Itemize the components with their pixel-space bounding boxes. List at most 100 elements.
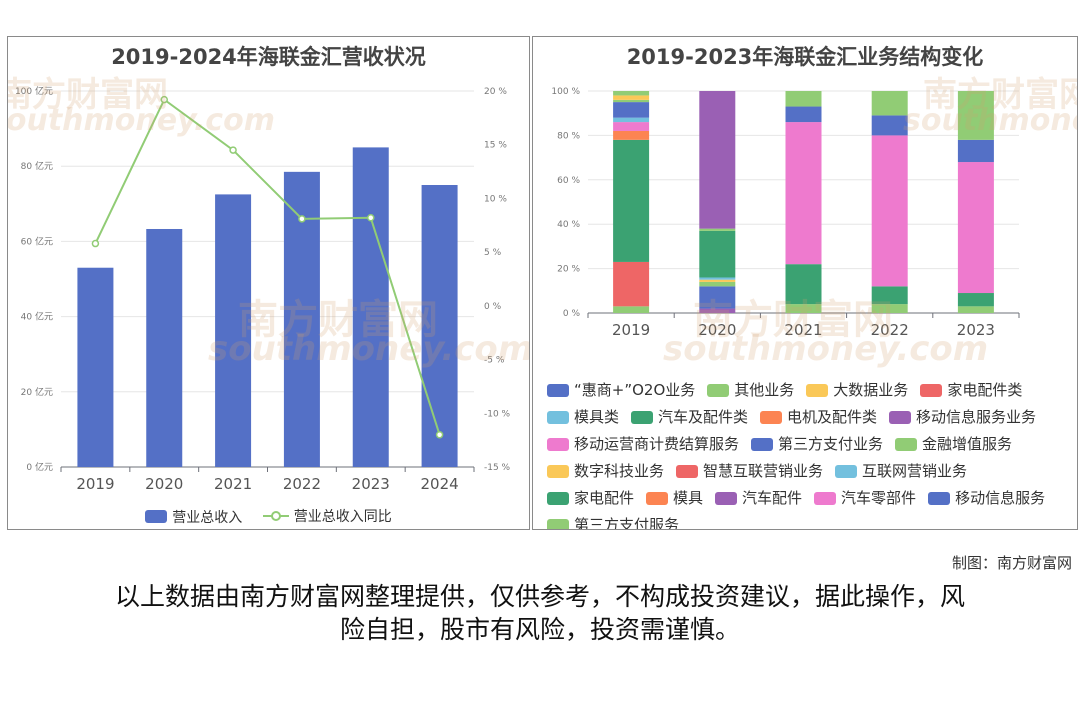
legend-label: 电机及配件类 [787, 408, 878, 426]
yoy-point [435, 431, 444, 439]
revenue-bar [352, 147, 389, 467]
legend-label: 家电配件 [574, 489, 635, 507]
legend-item[interactable]: 移动运营商计费结算服务 [547, 432, 739, 457]
legend-label: 移动信息服务 [955, 489, 1046, 507]
stack-segment [957, 293, 994, 307]
stack-segment [699, 308, 736, 313]
structure-chart-legend: “惠商+”O2O业务 其他业务 大数据业务 家电配件类 模具类 汽车及配件类 电机及配件类移… [547, 378, 1067, 530]
stack-segment [699, 228, 736, 231]
legend-item[interactable]: 大数据业务 [806, 378, 908, 403]
revenue-chart: 0 亿元 20 亿元 40 亿元 60 亿元 80 亿元 100 亿元 -15 % -10 %… [15, 85, 511, 493]
y-tick-label-left: 80 亿元 [21, 160, 53, 172]
legend-row: 家电配件 模具 汽车配件 汽车零部件 移动信息服务 [547, 486, 1067, 513]
legend-label-revenue: 营业总收入 [172, 509, 243, 526]
legend-row: 第三方支付服务 [547, 513, 1067, 530]
legend-swatch [547, 519, 569, 529]
y-tick-label: 60 % [557, 176, 580, 186]
legend-swatch [806, 384, 829, 397]
stack-segment [785, 122, 822, 265]
revenue-chart-legend: 营业总收入 营业总收入同比 [8, 506, 529, 527]
stack-segment [613, 99, 650, 103]
legend-label: 其他业务 [734, 381, 795, 399]
x-tick-label: 2020 [145, 475, 183, 493]
legend-item[interactable]: 模具 [646, 486, 703, 511]
legend-item[interactable]: 汽车配件 [715, 486, 802, 511]
stack-segment [613, 102, 650, 118]
legend-swatch [715, 492, 738, 505]
legend-item[interactable]: 家电配件 [547, 486, 634, 511]
legend-item[interactable]: 互联网营销业务 [835, 459, 967, 484]
revenue-chart-title: 2019-2024年海联金汇营收状况 [111, 45, 426, 69]
legend-swatch [895, 438, 918, 451]
chart-credit: 制图：南方财富网 [951, 554, 1072, 572]
stack-segment [613, 91, 650, 96]
legend-swatch [920, 384, 943, 397]
disclaimer-line-2: 险自担，股市有风险，投资需谨慎。 [339, 615, 740, 644]
legend-label: 第三方支付业务 [778, 435, 884, 453]
legend-item-yoy[interactable]: 营业总收入同比 [262, 506, 392, 526]
stack-segment [613, 122, 650, 131]
yoy-point [91, 239, 100, 248]
stack-segment [699, 230, 736, 278]
legend-item[interactable]: 模具类 [547, 405, 619, 430]
revenue-bar [77, 267, 114, 467]
x-tick-label: 2023 [352, 475, 390, 493]
legend-swatch [631, 411, 654, 424]
legend-item[interactable]: 其他业务 [707, 378, 794, 403]
legend-swatch [707, 384, 730, 397]
y-tick-label-left: 40 亿元 [21, 311, 53, 323]
legend-swatch [547, 411, 569, 424]
revenue-bar [215, 194, 252, 467]
legend-item[interactable]: 家电配件类 [920, 378, 1022, 403]
legend-swatch [814, 492, 837, 505]
revenue-bar [421, 185, 458, 467]
legend-item[interactable]: 移动信息服务 [928, 486, 1045, 511]
legend-swatch [889, 411, 912, 424]
legend-item[interactable]: 金融增值服务 [895, 432, 1012, 457]
legend-item[interactable]: 电机及配件类 [760, 405, 877, 430]
legend-swatch [547, 492, 569, 505]
legend-row: “惠商+”O2O业务 其他业务 大数据业务 家电配件类 [547, 378, 1067, 405]
legend-row: 移动运营商计费结算服务 第三方支付业务 金融增值服务 [547, 432, 1067, 459]
y-tick-label-right: 15 % [484, 141, 507, 151]
legend-swatch [928, 492, 951, 505]
y-tick-label-left: 20 亿元 [21, 386, 53, 398]
legend-item-revenue[interactable]: 营业总收入 [145, 507, 242, 527]
legend-item[interactable]: 汽车零部件 [814, 486, 916, 511]
yoy-point [160, 95, 168, 104]
legend-item[interactable]: 数字科技业务 [547, 459, 664, 484]
legend-item[interactable]: “惠商+”O2O业务 [547, 378, 695, 403]
stack-segment [785, 91, 822, 107]
legend-swatch [547, 384, 569, 397]
stack-segment [785, 264, 822, 305]
stack-segment [785, 106, 822, 123]
legend-label: 移动运营商计费结算服务 [574, 435, 740, 453]
stack-segment [699, 281, 736, 287]
legend-item[interactable]: 智慧互联营销业务 [676, 459, 823, 484]
stack-segment [957, 162, 994, 294]
legend-label: 模具类 [574, 408, 620, 426]
legend-label: 数字科技业务 [574, 462, 665, 480]
y-tick-label: 0 % [563, 309, 581, 319]
x-tick-label: 2021 [214, 475, 252, 493]
legend-label: 汽车配件 [742, 489, 803, 507]
legend-item[interactable]: 第三方支付服务 [547, 513, 680, 530]
stack-segment [613, 130, 650, 140]
y-tick-label: 100 % [551, 87, 580, 97]
stack-segment [871, 115, 908, 136]
legend-label: 第三方支付服务 [574, 516, 680, 530]
legend-item[interactable]: 移动信息服务业务 [889, 405, 1036, 430]
legend-item[interactable]: 第三方支付业务 [751, 432, 883, 457]
legend-item[interactable]: 汽车及配件类 [631, 405, 748, 430]
stack-segment [613, 261, 650, 307]
x-tick-label: 2020 [698, 321, 736, 339]
y-tick-label-right: -10 % [484, 409, 511, 419]
legend-label: 智慧互联营销业务 [703, 462, 824, 480]
x-tick-label: 2022 [871, 321, 909, 339]
x-tick-label: 2019 [612, 321, 650, 339]
yoy-point [367, 214, 375, 222]
legend-label: “惠商+”O2O业务 [574, 381, 696, 399]
yoy-point [229, 146, 237, 154]
y-tick-label-right: 20 % [484, 87, 507, 97]
y-tick-label-right: -5 % [484, 356, 505, 366]
